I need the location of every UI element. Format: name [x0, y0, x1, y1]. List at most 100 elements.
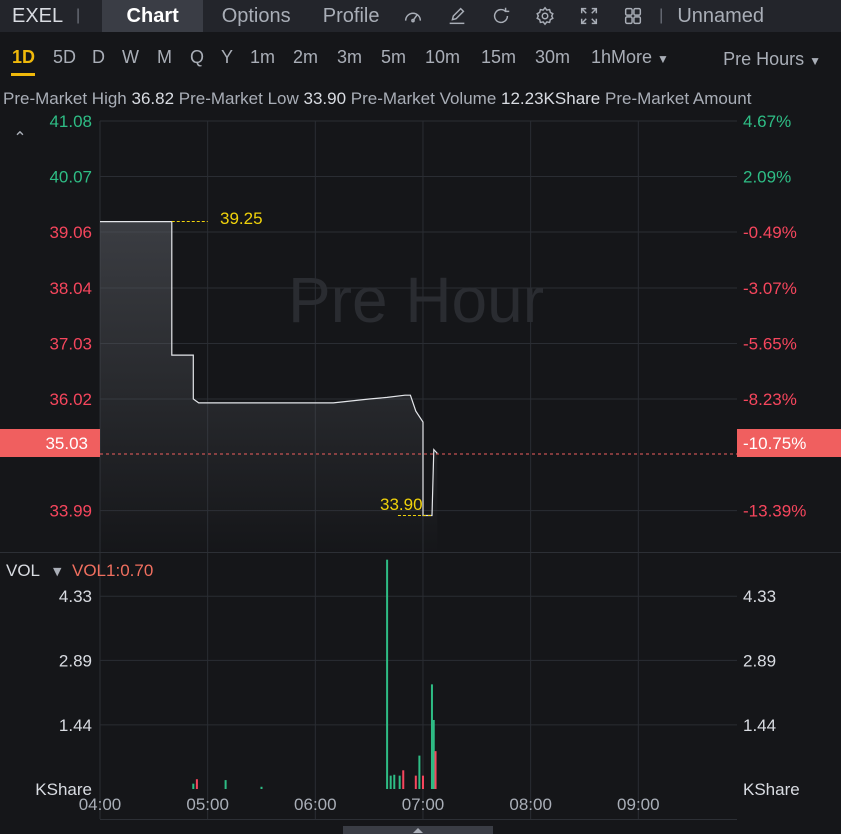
period-1d[interactable]: 1D: [12, 47, 36, 67]
amount-label: Pre-Market Amount: [605, 89, 752, 108]
low-marker-label: 33.90: [380, 495, 423, 514]
selected-period-indicator: [11, 73, 35, 76]
collapse-icon[interactable]: ⌃: [13, 128, 26, 147]
volume-label: Pre-Market Volume: [350, 89, 497, 108]
period-30m[interactable]: 30m: [535, 47, 571, 67]
x-tick-label: 06:00: [294, 795, 337, 814]
high-label: Pre-Market High: [3, 89, 127, 108]
volume-indicator: VOL1:0.70: [72, 561, 153, 580]
x-tick-label: 07:00: [402, 795, 445, 814]
y-tick-label: 37.03: [49, 335, 92, 354]
volume-label[interactable]: VOL: [6, 561, 40, 580]
volume-unit-right: KShare: [743, 780, 800, 799]
x-tick-label: 08:00: [509, 795, 552, 814]
price-area-fill: [100, 221, 438, 554]
volume-tick-label: 4.33: [59, 587, 92, 606]
period-m[interactable]: M: [157, 47, 172, 67]
x-tick-label: 05:00: [186, 795, 229, 814]
separator: |: [659, 7, 664, 24]
volume-tick-label: 2.89: [743, 651, 776, 670]
period-y[interactable]: Y: [221, 47, 234, 67]
y-tick-label: 40.07: [49, 167, 92, 186]
period-1h[interactable]: 1h: [591, 47, 612, 67]
volume-tick-label: 4.33: [743, 587, 776, 606]
price-series: [100, 221, 737, 554]
session-dropdown[interactable]: Pre Hours ▼: [723, 49, 821, 70]
x-tick-label: 09:00: [617, 795, 660, 814]
session-watermark: Pre Hour: [288, 264, 544, 336]
volume-bar: [192, 783, 195, 789]
low-value: 33.90: [303, 89, 347, 108]
period-bar: 1D 5D D W M Q Y 1m 2m 3m 5m 10m 15m 30m …: [0, 40, 841, 76]
high-marker-label: 39.25: [220, 209, 263, 228]
volume-bar: [393, 774, 396, 789]
volume-tick-label: 2.89: [59, 651, 92, 670]
period-15m[interactable]: 15m: [481, 47, 517, 67]
y-tick-label: 38.04: [49, 279, 92, 298]
chevron-up-icon: [413, 828, 423, 833]
volume-bar: [421, 775, 424, 789]
volume-bar: [260, 786, 263, 789]
top-bar: EXEL | Chart Options Profile | Unnamed: [0, 0, 841, 32]
y-tick-label-percent: -8.23%: [743, 390, 797, 409]
tab-options[interactable]: Options: [221, 4, 291, 27]
volume-bar: [402, 770, 405, 789]
draw-tool-icon[interactable]: [391, 0, 435, 32]
period-1m[interactable]: 1m: [250, 47, 276, 67]
y-tick-label-percent: 2.09%: [743, 167, 791, 186]
volume-value: 12.23KShare: [501, 89, 601, 108]
volume-unit-left: KShare: [35, 780, 92, 799]
y-tick-label-percent: -0.49%: [743, 223, 797, 242]
period-2m[interactable]: 2m: [293, 47, 319, 67]
period-10m[interactable]: 10m: [425, 47, 461, 67]
fullscreen-icon[interactable]: [567, 0, 611, 32]
volume-bar: [389, 775, 392, 789]
volume-bar: [434, 751, 437, 789]
period-5m[interactable]: 5m: [381, 47, 407, 67]
volume-series: [192, 559, 437, 789]
ticker-symbol: EXEL: [12, 4, 64, 27]
grid: [99, 120, 737, 819]
y-tick-label: 36.02: [49, 390, 92, 409]
y-tick-label: 33.99: [49, 502, 92, 521]
y-tick-label: 41.08: [49, 112, 92, 131]
volume-tick-label: 1.44: [743, 716, 776, 735]
volume-bar: [430, 684, 433, 789]
chevron-down-icon[interactable]: ▼: [53, 565, 62, 578]
low-label: Pre-Market Low: [178, 89, 299, 108]
period-5d[interactable]: 5D: [53, 47, 77, 67]
tab-profile[interactable]: Profile: [322, 4, 380, 27]
period-d[interactable]: D: [92, 47, 105, 67]
volume-bar: [386, 559, 389, 789]
current-price-tag: [0, 429, 100, 457]
y-tick-label-percent: 4.67%: [743, 112, 791, 131]
layout-grid-icon[interactable]: [611, 0, 655, 32]
y-tick-label-percent: -13.39%: [743, 502, 806, 521]
premarket-info-bar: Pre-Market High 36.82 Pre-Market Low 33.…: [0, 89, 841, 111]
tab-chart[interactable]: Chart: [102, 0, 204, 32]
high-value: 36.82: [131, 89, 175, 108]
axis-labels: 04:00 05:00 06:00 07:00 08:00 09:00 41.08 4.67%…: [49, 112, 806, 814]
chevron-down-icon: ▼: [809, 54, 821, 68]
separator: |: [76, 7, 81, 24]
volume-bar: [398, 775, 401, 789]
x-tick-label: 04:00: [79, 795, 122, 814]
period-q[interactable]: Q: [190, 47, 205, 67]
current-change-value: -10.75%: [743, 434, 806, 453]
current-price-value: 35.03: [45, 434, 88, 453]
pencil-icon[interactable]: [435, 0, 479, 32]
volume-tick-label: 1.44: [59, 716, 92, 735]
gear-icon[interactable]: [523, 0, 567, 32]
y-tick-label: 39.06: [49, 223, 92, 242]
period-3m[interactable]: 3m: [337, 47, 363, 67]
more-periods-dropdown[interactable]: More ▼: [611, 47, 669, 68]
refresh-icon[interactable]: [479, 0, 523, 32]
volume-bar: [195, 779, 198, 789]
volume-bar: [432, 719, 435, 789]
layout-name[interactable]: Unnamed: [677, 4, 765, 27]
session-label: Pre Hours: [723, 49, 805, 69]
chevron-down-icon: ▼: [657, 52, 669, 66]
current-change-tag: [737, 429, 841, 457]
period-w[interactable]: W: [122, 47, 139, 67]
